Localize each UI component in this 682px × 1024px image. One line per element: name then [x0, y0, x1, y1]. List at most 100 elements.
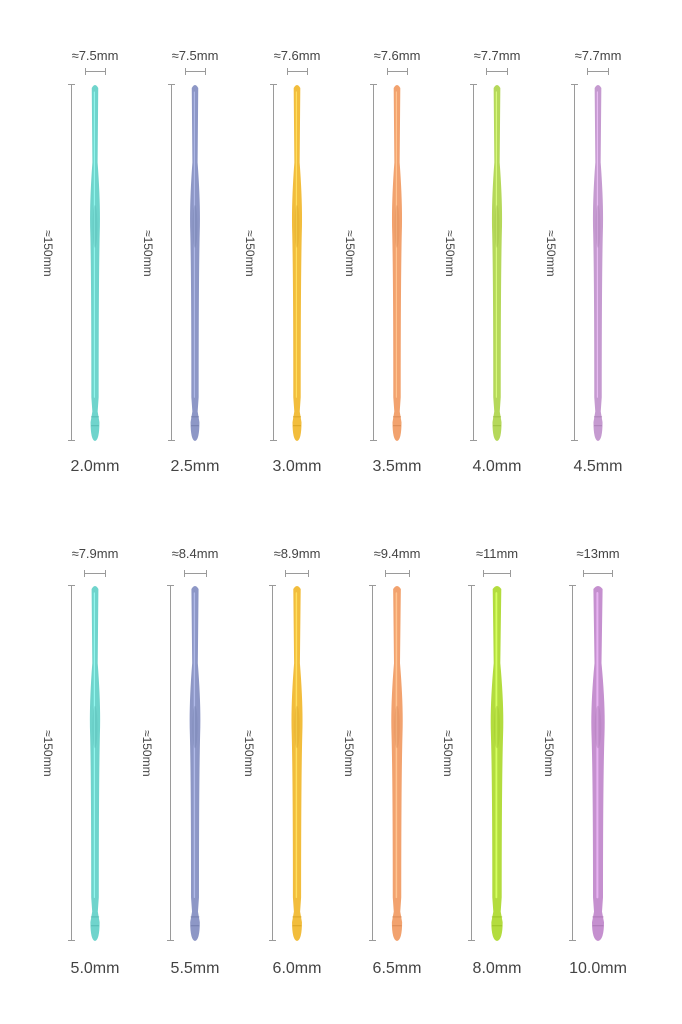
hook-width-label: ≈8.9mm — [273, 546, 321, 561]
length-dimension-end — [470, 440, 477, 441]
length-dimension-end — [68, 940, 75, 941]
hook-thumb-rest — [493, 705, 501, 749]
crochet-hook-image — [591, 586, 605, 941]
length-dimension-end — [470, 84, 477, 85]
width-dimension-end — [184, 68, 186, 75]
length-dimension-end — [68, 84, 75, 85]
length-dimension-line — [272, 585, 273, 940]
crochet-hook-image — [190, 85, 200, 441]
width-dimension-line — [286, 71, 308, 72]
hook-thumb-rest — [192, 205, 198, 248]
length-dimension-line — [373, 84, 374, 440]
width-dimension-line — [184, 71, 206, 72]
crochet-hook-image — [291, 85, 303, 441]
width-dimension-end — [205, 570, 207, 577]
width-dimension-end — [183, 570, 185, 577]
length-dimension-end — [167, 585, 174, 586]
hook-body — [592, 85, 604, 441]
length-dimension-end — [571, 440, 578, 441]
length-dimension-end — [369, 585, 376, 586]
hook-body — [291, 85, 303, 441]
width-dimension-end — [84, 570, 85, 577]
length-dimension-end — [468, 585, 475, 586]
hook-size-label: 10.0mm — [569, 960, 627, 977]
length-dimension-end — [168, 84, 175, 85]
width-dimension-end — [84, 68, 86, 75]
length-dimension-end — [270, 440, 277, 441]
width-dimension-end — [286, 68, 288, 75]
width-dimension-end — [583, 570, 584, 577]
hook-thumb-rest — [594, 705, 602, 749]
length-dimension-line — [273, 84, 274, 440]
width-dimension-end — [608, 68, 609, 75]
width-dimension-end — [308, 570, 309, 577]
width-dimension-line — [84, 573, 106, 574]
width-dimension-end — [587, 68, 588, 75]
width-dimension-line — [483, 573, 511, 574]
crochet-hook-image — [391, 586, 403, 941]
length-dimension-end — [370, 440, 377, 441]
crochet-hook-image — [291, 586, 303, 941]
hook-length-label: ≈150mm — [443, 230, 457, 277]
hook-size-label: 3.0mm — [272, 458, 322, 475]
crochet-hook-image — [391, 85, 403, 441]
hook-width-label: ≈8.4mm — [171, 546, 219, 561]
width-dimension-line — [386, 71, 408, 72]
hook-size-label: 5.0mm — [70, 960, 120, 977]
length-dimension-line — [574, 84, 575, 440]
crochet-hook-image — [89, 586, 101, 941]
length-dimension-end — [468, 940, 475, 941]
length-dimension-end — [370, 84, 377, 85]
hook-thumb-rest — [92, 705, 98, 749]
width-dimension-line — [486, 71, 508, 72]
hook-length-label: ≈150mm — [140, 730, 154, 777]
length-dimension-end — [68, 585, 75, 586]
hook-length-label: ≈150mm — [441, 730, 455, 777]
width-dimension-line — [384, 573, 410, 574]
crochet-hook-image — [592, 85, 604, 441]
hook-body — [90, 85, 100, 441]
length-dimension-line — [71, 585, 72, 940]
hook-width-label: ≈13mm — [576, 546, 620, 561]
width-dimension-line — [183, 573, 207, 574]
hook-width-label: ≈7.7mm — [574, 48, 622, 63]
hook-length-label: ≈150mm — [141, 230, 155, 277]
width-dimension-end — [105, 570, 106, 577]
hook-size-label: 2.5mm — [170, 458, 220, 475]
width-dimension-end — [306, 68, 308, 75]
hook-width-label: ≈11mm — [475, 546, 519, 561]
length-dimension-line — [170, 585, 171, 940]
hook-length-label: ≈150mm — [542, 730, 556, 777]
hook-size-label: 4.5mm — [573, 458, 623, 475]
hook-width-label: ≈7.6mm — [273, 48, 321, 63]
hook-length-label: ≈150mm — [544, 230, 558, 277]
hook-body — [190, 85, 200, 441]
hook-thumb-rest — [494, 205, 500, 248]
length-dimension-end — [569, 940, 576, 941]
length-dimension-end — [569, 585, 576, 586]
crochet-hook-image — [490, 586, 504, 941]
length-dimension-end — [571, 84, 578, 85]
length-dimension-end — [167, 940, 174, 941]
length-dimension-line — [471, 585, 472, 940]
hook-width-label: ≈9.4mm — [373, 546, 421, 561]
hook-width-label: ≈7.6mm — [373, 48, 421, 63]
hook-length-label: ≈150mm — [243, 230, 257, 277]
hook-thumb-rest — [294, 205, 300, 248]
hook-size-label: 8.0mm — [472, 960, 522, 977]
hook-width-label: ≈7.5mm — [171, 48, 219, 63]
hook-thumb-rest — [394, 205, 400, 248]
length-dimension-line — [71, 84, 72, 440]
hook-thumb-rest — [192, 705, 198, 749]
hook-length-label: ≈150mm — [343, 230, 357, 277]
width-dimension-line — [285, 573, 309, 574]
length-dimension-line — [572, 585, 573, 940]
hook-width-label: ≈7.5mm — [71, 48, 119, 63]
width-dimension-end — [510, 570, 511, 577]
crochet-hook-image — [90, 85, 100, 441]
hook-thumb-rest — [294, 705, 300, 749]
hook-size-label: 2.0mm — [70, 458, 120, 475]
hook-size-label: 4.0mm — [472, 458, 522, 475]
hook-length-label: ≈150mm — [242, 730, 256, 777]
